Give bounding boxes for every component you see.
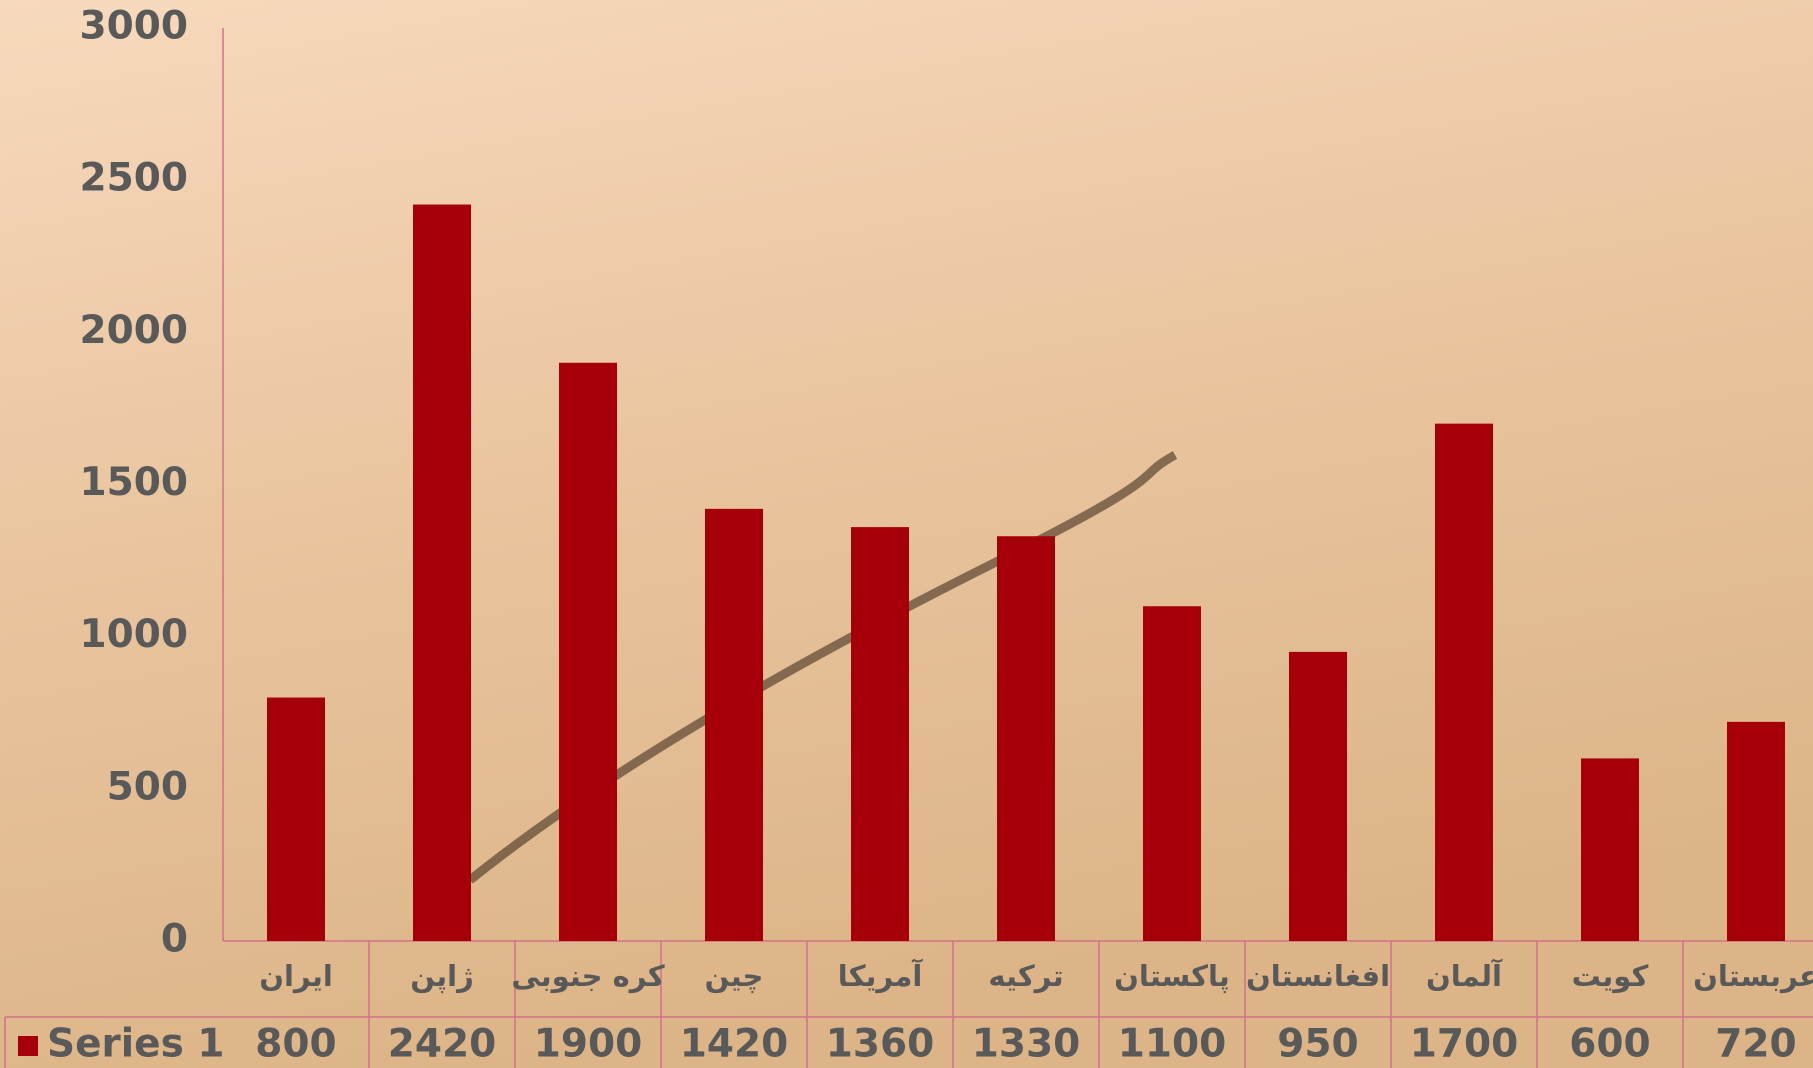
table-value: 600: [1569, 1022, 1650, 1067]
x-tick-label: عربستان: [1693, 959, 1813, 993]
legend-swatch: [18, 1036, 38, 1056]
x-tick-label: چین: [705, 959, 764, 994]
bar: [997, 536, 1055, 941]
x-tick-label: افغانستان: [1246, 959, 1390, 993]
bar: [1143, 606, 1201, 941]
table-value: 1900: [534, 1022, 643, 1067]
table-value: 720: [1715, 1022, 1796, 1067]
y-tick-label: 3000: [79, 4, 188, 49]
table-value: 950: [1277, 1022, 1358, 1067]
bar: [1289, 652, 1347, 941]
y-tick-label: 0: [161, 917, 188, 962]
bar: [1581, 758, 1639, 941]
x-tick-label: کویت: [1572, 959, 1649, 993]
x-tick-label: ترکیه: [988, 959, 1063, 993]
table-value: 1360: [826, 1022, 935, 1067]
bar: [1435, 424, 1493, 941]
x-tick-label: ژاپن: [410, 959, 474, 994]
bar: [413, 205, 471, 941]
x-tick-label: آلمان: [1426, 958, 1503, 993]
y-tick-label: 2000: [79, 308, 188, 353]
y-tick-label: 1500: [79, 460, 188, 505]
x-tick-label: آمریکا: [838, 958, 924, 993]
y-tick-label: 2500: [79, 156, 188, 201]
x-tick-label: کره جنوبی: [511, 959, 664, 993]
bar: [705, 509, 763, 941]
x-tick-label: پاکستان: [1114, 959, 1230, 994]
bar: [1727, 722, 1785, 941]
table-value: 1330: [972, 1022, 1081, 1067]
table-value: 2420: [388, 1022, 497, 1067]
bar: [267, 698, 325, 941]
bar: [559, 363, 617, 941]
chart: 0 500 1000 1500 2000 2500 3000 ایران ژاپن کره جنو…: [0, 0, 1813, 1068]
bar: [851, 527, 909, 941]
y-tick-label: 500: [107, 764, 188, 809]
table-value: 800: [255, 1022, 336, 1067]
table-value: 1420: [680, 1022, 789, 1067]
legend-label: Series 1: [47, 1022, 225, 1067]
table-value: 1100: [1118, 1022, 1227, 1067]
table-value: 1700: [1410, 1022, 1519, 1067]
page: 0 500 1000 1500 2000 2500 3000 ایران ژاپن کره جنو…: [0, 0, 1813, 1068]
x-tick-label: ایران: [259, 959, 333, 993]
y-tick-label: 1000: [79, 612, 188, 657]
